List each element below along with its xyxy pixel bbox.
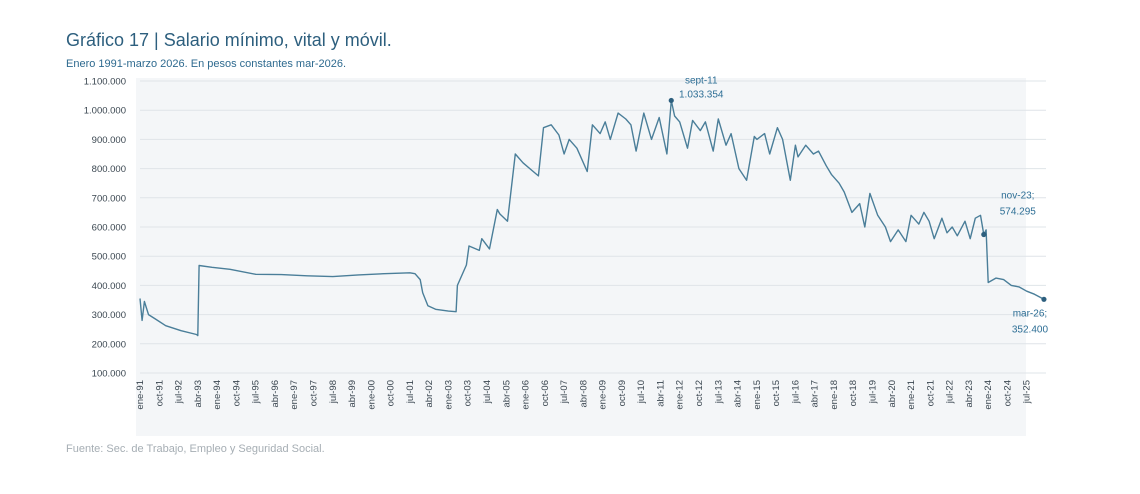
x-tick-label: jul-10 [636, 380, 647, 404]
x-tick-label: jul-25 [1022, 380, 1033, 404]
x-axis: ene-91 oct-91 jul-92 abr-93 ene-94 oct-94 jul-… [135, 380, 1033, 410]
y-tick-label: 1.000.000 [84, 106, 126, 117]
x-tick-label: jul-16 [790, 380, 801, 404]
annotation-value: 352.400 [1012, 324, 1049, 335]
chart-source: Fuente: Sec. de Trabajo, Empleo y Seguri… [66, 443, 325, 455]
annotation-label: nov-23; [1001, 191, 1034, 202]
x-tick-label: abr-05 [501, 380, 512, 407]
y-tick-label: 100.000 [92, 369, 126, 380]
annotation-value: 574.295 [1000, 207, 1037, 218]
y-tick-label: 1.100.000 [84, 77, 126, 88]
x-tick-label: jul-19 [868, 380, 879, 404]
chart-title: Gráfico 17 | Salario mínimo, vital y móv… [66, 30, 392, 50]
x-tick-label: abr-14 [733, 380, 744, 407]
x-tick-label: jul-95 [251, 380, 262, 404]
x-tick-label: ene-06 [521, 380, 532, 410]
x-tick-label: ene-03 [443, 380, 454, 410]
data-point-marker [1041, 296, 1047, 302]
x-tick-label: abr-11 [655, 380, 666, 407]
data-point-marker [981, 231, 987, 238]
x-tick-label: oct-21 [925, 380, 936, 406]
x-tick-label: abr-02 [424, 380, 435, 407]
x-tick-label: jul-04 [482, 380, 493, 404]
annotations: sept-11 1.033.354 nov-23; 574.295 mar-26; 352… [668, 75, 1049, 335]
x-tick-label: jul-92 [174, 380, 185, 404]
x-tick-label: oct-91 [154, 380, 165, 406]
y-axis: 100.000 200.000 300.000 400.000 500.000 600.0… [84, 77, 126, 380]
x-tick-label: oct-03 [463, 380, 474, 406]
x-tick-label: ene-21 [906, 380, 917, 410]
x-tick-label: oct-94 [231, 380, 242, 406]
x-tick-label: abr-17 [810, 380, 821, 407]
x-tick-label: jul-98 [328, 380, 339, 404]
x-tick-label: oct-06 [540, 380, 551, 406]
x-tick-label: oct-00 [386, 380, 397, 406]
y-tick-label: 500.000 [92, 252, 126, 263]
data-point-marker [668, 97, 674, 104]
x-tick-label: ene-18 [829, 380, 840, 410]
y-tick-label: 400.000 [92, 281, 126, 292]
y-tick-label: 200.000 [92, 339, 126, 350]
x-tick-label: ene-12 [675, 380, 686, 410]
chart-subtitle: Enero 1991-marzo 2026. En pesos constant… [66, 58, 347, 70]
x-tick-label: oct-97 [308, 380, 319, 406]
plot-area [136, 78, 1026, 436]
annotation-value: 1.033.354 [679, 89, 724, 100]
x-tick-label: jul-01 [405, 380, 416, 404]
x-tick-label: oct-09 [617, 380, 628, 406]
x-tick-label: abr-23 [964, 380, 975, 407]
y-tick-label: 600.000 [92, 223, 126, 234]
x-tick-label: abr-99 [347, 380, 358, 407]
series-line [139, 99, 1045, 337]
x-tick-label: abr-20 [887, 380, 898, 407]
annotation-label: mar-26; [1013, 308, 1047, 319]
x-tick-label: abr-93 [193, 380, 204, 407]
x-tick-label: ene-97 [289, 380, 300, 410]
x-tick-label: ene-24 [983, 380, 994, 410]
x-tick-label: jul-13 [713, 380, 724, 404]
gridlines [140, 80, 1046, 374]
x-tick-label: ene-94 [212, 380, 223, 410]
x-tick-label: oct-12 [694, 380, 705, 406]
x-tick-label: oct-18 [848, 380, 859, 406]
x-tick-label: oct-15 [771, 380, 782, 406]
x-tick-label: jul-22 [945, 380, 956, 404]
annotation-label: sept-11 [685, 75, 718, 86]
x-tick-label: ene-09 [598, 380, 609, 410]
x-tick-label: oct-24 [1002, 380, 1013, 406]
x-tick-label: jul-07 [559, 380, 570, 404]
x-tick-label: ene-15 [752, 380, 763, 410]
y-tick-label: 800.000 [92, 164, 126, 175]
x-tick-label: ene-00 [366, 380, 377, 410]
y-tick-label: 900.000 [92, 135, 126, 146]
x-tick-label: abr-08 [578, 380, 589, 407]
x-tick-label: ene-91 [135, 380, 146, 410]
y-tick-label: 700.000 [92, 193, 126, 204]
y-tick-label: 300.000 [92, 310, 126, 321]
x-tick-label: abr-96 [270, 380, 281, 407]
